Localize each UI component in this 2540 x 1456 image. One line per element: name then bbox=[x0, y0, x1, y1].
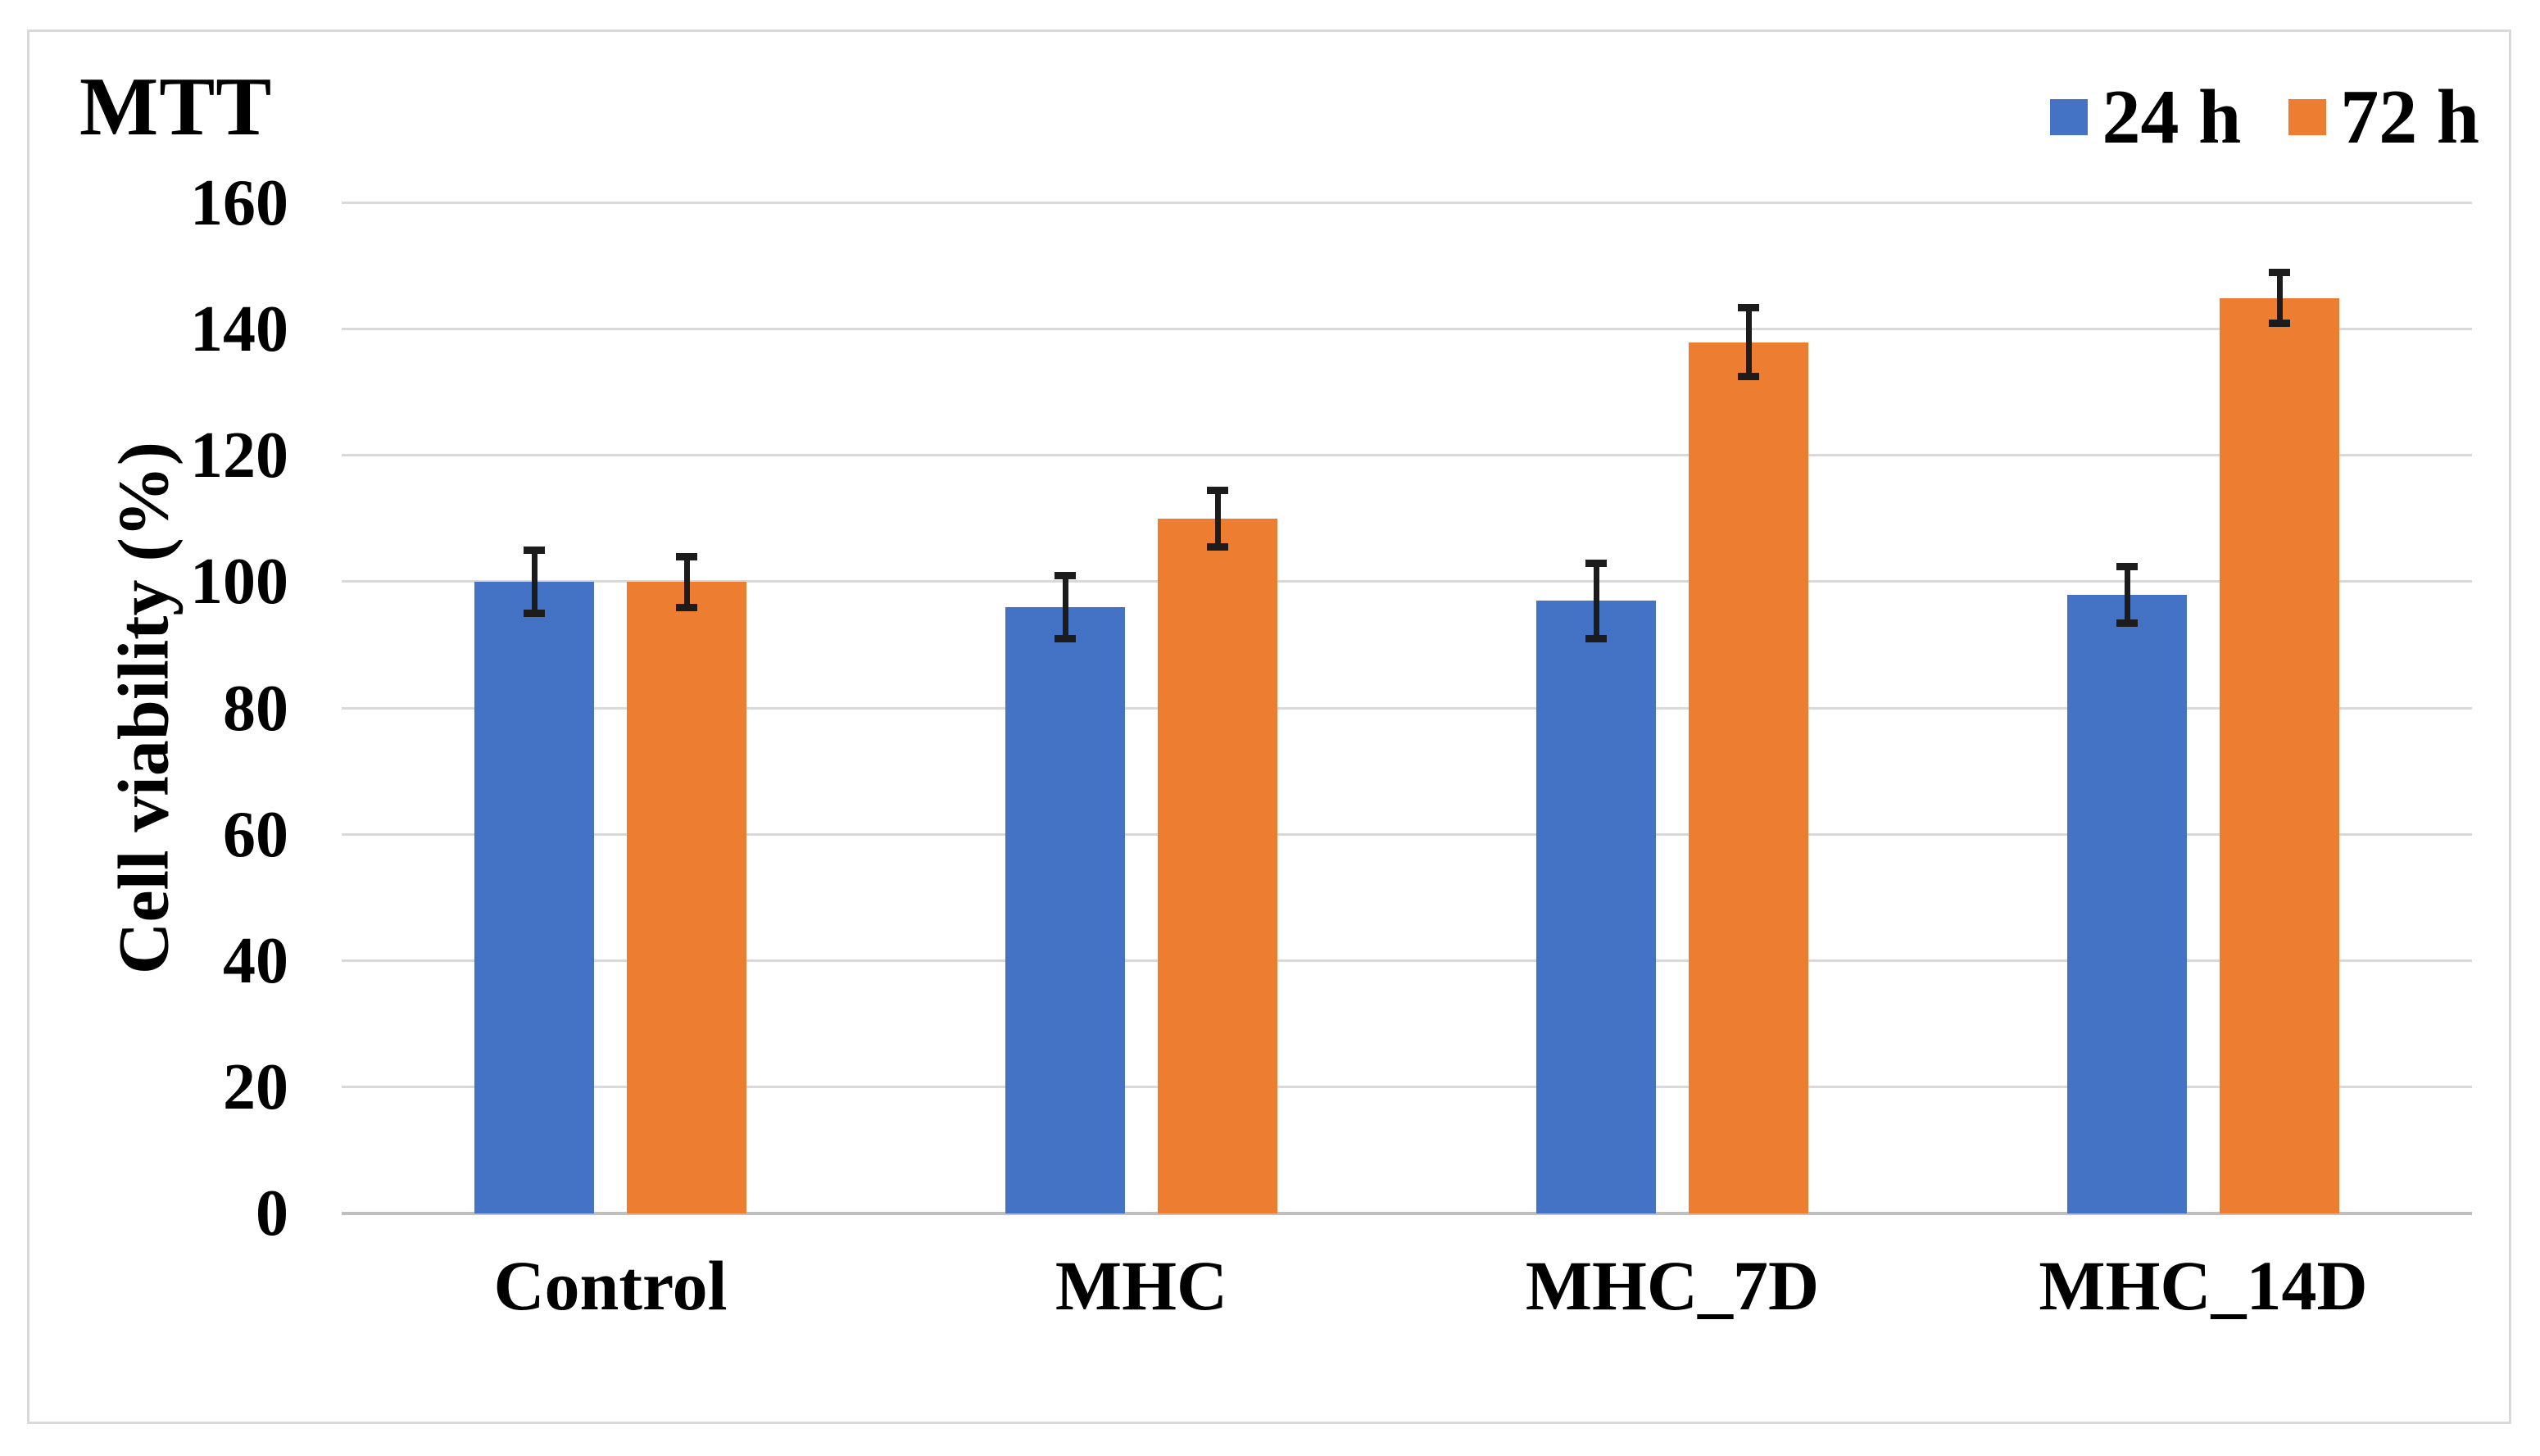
y-tick-120: 120 bbox=[190, 420, 288, 492]
error-bar-24-h-mhc-cap-bottom bbox=[1055, 635, 1076, 643]
error-bar-24-h-mhc-7d-whisker bbox=[1593, 563, 1599, 639]
error-bar-24-h-control-cap-bottom bbox=[524, 610, 545, 618]
legend-swatch-24h-icon bbox=[2050, 99, 2089, 135]
error-bar-72-h-control-cap-top bbox=[676, 553, 697, 561]
gridline-40 bbox=[342, 959, 2472, 962]
error-bar-24-h-control-cap-top bbox=[524, 547, 545, 555]
error-bar-72-h-control-whisker bbox=[683, 556, 690, 608]
error-bar-72-h-control-cap-bottom bbox=[676, 603, 697, 611]
y-tick-160: 160 bbox=[190, 167, 288, 239]
error-bar-72-h-mhc-14d-whisker bbox=[2276, 272, 2283, 324]
x-label-control: Control bbox=[493, 1246, 728, 1325]
error-bar-72-h-mhc-7d-whisker bbox=[1745, 307, 1752, 377]
error-bar-24-h-mhc-7d-cap-top bbox=[1585, 559, 1607, 567]
error-bar-24-h-control-whisker bbox=[531, 550, 537, 614]
bar-72-h-control bbox=[627, 582, 746, 1213]
gridline-100 bbox=[342, 580, 2472, 583]
gridline-80 bbox=[342, 706, 2472, 710]
x-label-mhc-14d: MHC_14D bbox=[2039, 1246, 2368, 1325]
error-bar-24-h-mhc-7d-cap-bottom bbox=[1585, 635, 1607, 643]
legend-item-24h: 24 h bbox=[2050, 79, 2241, 156]
bar-24-h-mhc-14d bbox=[2067, 594, 2187, 1213]
bar-24-h-mhc-7d bbox=[1536, 601, 1656, 1213]
x-label-mhc: MHC bbox=[1055, 1246, 1228, 1325]
error-bar-72-h-mhc-7d-cap-bottom bbox=[1738, 373, 1759, 381]
gridline-160 bbox=[342, 202, 2472, 204]
y-tick-140: 140 bbox=[190, 293, 288, 366]
gridline-20 bbox=[342, 1085, 2472, 1088]
bar-72-h-mhc bbox=[1158, 519, 1277, 1213]
gridline-0 bbox=[342, 1212, 2472, 1215]
bar-24-h-control bbox=[474, 582, 594, 1213]
error-bar-72-h-mhc-7d-cap-top bbox=[1738, 303, 1759, 311]
gridline-120 bbox=[342, 454, 2472, 457]
error-bar-72-h-mhc-cap-top bbox=[1207, 487, 1228, 495]
error-bar-24-h-mhc-14d-whisker bbox=[2124, 566, 2130, 624]
legend-swatch-72h-icon bbox=[2288, 99, 2327, 135]
y-tick-20: 20 bbox=[223, 1050, 288, 1123]
error-bar-24-h-mhc-14d-cap-bottom bbox=[2116, 619, 2138, 627]
y-tick-0: 0 bbox=[256, 1177, 288, 1250]
y-tick-60: 60 bbox=[223, 798, 288, 871]
bar-24-h-mhc bbox=[1005, 607, 1125, 1213]
legend-label-72h: 72 h bbox=[2340, 75, 2479, 160]
bar-72-h-mhc-7d bbox=[1689, 342, 1808, 1213]
error-bar-72-h-mhc-14d-cap-bottom bbox=[2269, 319, 2290, 327]
x-label-mhc-7d: MHC_7D bbox=[1525, 1246, 1820, 1325]
error-bar-24-h-mhc-whisker bbox=[1062, 575, 1068, 639]
error-bar-24-h-mhc-14d-cap-top bbox=[2116, 562, 2138, 570]
error-bar-72-h-mhc-14d-cap-top bbox=[2269, 269, 2290, 277]
error-bar-72-h-mhc-whisker bbox=[1214, 490, 1221, 547]
y-tick-100: 100 bbox=[190, 546, 288, 619]
gridline-60 bbox=[342, 832, 2472, 836]
legend-label-24h: 24 h bbox=[2102, 75, 2242, 160]
legend: 24 h 72 h bbox=[2050, 79, 2479, 156]
error-bar-72-h-mhc-cap-bottom bbox=[1207, 543, 1228, 551]
legend-item-72h: 72 h bbox=[2288, 79, 2479, 156]
chart-frame bbox=[27, 29, 2511, 1424]
chart-title: MTT bbox=[79, 61, 273, 153]
bar-72-h-mhc-14d bbox=[2220, 297, 2339, 1213]
gridline-140 bbox=[342, 328, 2472, 331]
y-tick-80: 80 bbox=[223, 672, 288, 745]
error-bar-24-h-mhc-cap-top bbox=[1055, 572, 1076, 580]
y-tick-40: 40 bbox=[223, 924, 288, 997]
